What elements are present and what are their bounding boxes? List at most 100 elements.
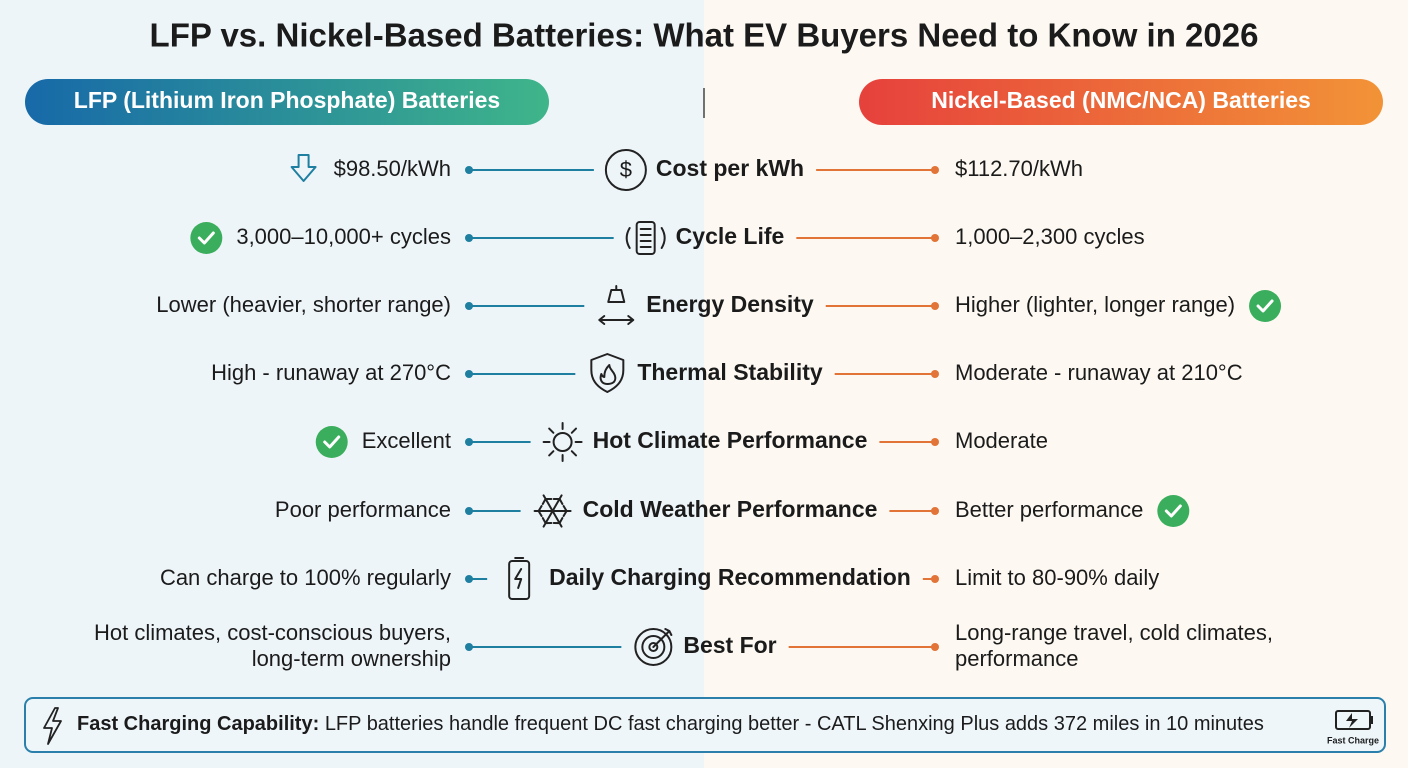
row-icon xyxy=(604,149,647,191)
footer-box xyxy=(24,697,1386,753)
left-dot xyxy=(465,643,473,651)
comparison-row: Hot climates, cost-conscious buyers,long… xyxy=(94,620,1273,671)
check-mark xyxy=(1164,504,1182,518)
left-dot xyxy=(465,507,473,515)
right-background xyxy=(704,0,1408,768)
row-label: Energy Density xyxy=(646,291,814,317)
lightning-icon xyxy=(43,707,62,745)
row-label: Cost per kWh xyxy=(656,155,804,181)
right-value: 1,000–2,300 cycles xyxy=(955,224,1145,249)
left-background xyxy=(0,0,704,768)
battery-tip xyxy=(1370,716,1373,724)
row-icon xyxy=(598,285,635,325)
right-header: Nickel-Based (NMC/NCA) Batteries xyxy=(931,87,1311,113)
left-value: Can charge to 100% regularly xyxy=(160,565,451,590)
comparison-row: 3,000–10,000+ cycles 1,000–2,300 cycles Cy… xyxy=(190,221,1145,255)
right-dot xyxy=(931,166,939,174)
check-mark xyxy=(323,435,341,449)
left-dot xyxy=(465,302,473,310)
check-icon xyxy=(315,426,348,458)
row-label: Best For xyxy=(683,632,776,658)
row-icon xyxy=(570,450,578,457)
right-dot xyxy=(931,438,939,446)
right-dot xyxy=(931,234,939,242)
left-value: Hot climates, cost-conscious buyers, xyxy=(94,620,451,645)
down-arrow-icon xyxy=(290,154,317,182)
left-value: long-term ownership xyxy=(252,646,451,671)
left-dot xyxy=(465,370,473,378)
right-dot xyxy=(931,302,939,310)
comparison-row: Lower (heavier, shorter range) Higher (li… xyxy=(156,285,1282,325)
right-value: performance xyxy=(955,646,1079,671)
footer-text: Fast Charging Capability: LFP batteries … xyxy=(77,713,1264,735)
row-icon xyxy=(548,450,555,457)
right-value: Better performance xyxy=(955,497,1143,522)
check-icon xyxy=(1157,495,1190,527)
row-icon xyxy=(541,510,554,528)
row-icon xyxy=(625,227,666,249)
right-dot xyxy=(931,643,939,651)
fast-charge-badge: Fast Charge xyxy=(1327,710,1379,745)
footer-body: LFP batteries handle frequent DC fast ch… xyxy=(325,713,1264,735)
row-icon: $ xyxy=(620,157,632,182)
comparison-rows: $98.50/kWh $112.70/kWh Cost per kWh $3,000–… xyxy=(94,149,1282,671)
row-icon xyxy=(634,628,673,666)
row-icon xyxy=(652,628,673,648)
right-dot xyxy=(931,575,939,583)
row-icon xyxy=(551,494,564,512)
check-icon xyxy=(190,222,223,254)
row-icon xyxy=(551,505,572,517)
left-dot xyxy=(465,234,473,242)
row-label: Daily Charging Recommendation xyxy=(549,564,911,590)
right-value: Moderate xyxy=(955,428,1048,453)
check-mark xyxy=(197,231,215,245)
left-value: High - runaway at 270°C xyxy=(211,360,451,385)
row-label: Hot Climate Performance xyxy=(593,427,868,453)
row-icon xyxy=(552,432,573,452)
left-header: LFP (Lithium Iron Phosphate) Batteries xyxy=(74,87,500,113)
row-icon xyxy=(514,557,525,589)
comparison-row: Excellent Moderate Hot Climate Performance xyxy=(315,422,1048,462)
row-label: Cycle Life xyxy=(676,223,785,249)
left-value: Excellent xyxy=(362,428,451,453)
right-value: Long-range travel, cold climates, xyxy=(955,620,1273,645)
row-label: Thermal Stability xyxy=(637,359,823,385)
comparison-row: High - runaway at 270°C Moderate - runawa… xyxy=(211,353,1243,393)
left-value: Lower (heavier, shorter range) xyxy=(156,292,451,317)
row-icon xyxy=(635,221,656,255)
right-value: Moderate - runaway at 210°C xyxy=(955,360,1243,385)
row-icon xyxy=(599,364,617,385)
row-icon xyxy=(551,510,564,528)
right-header-pill xyxy=(859,79,1383,125)
comparison-row: Poor performance Better performance Cold W… xyxy=(275,494,1190,528)
comparison-row: Can charge to 100% regularly Limit to 80-… xyxy=(160,557,1159,600)
check-icon xyxy=(1249,290,1282,322)
row-icon xyxy=(541,494,554,512)
footer-label: Fast Charging Capability: xyxy=(77,713,319,735)
title: LFP vs. Nickel-Based Batteries: What EV … xyxy=(150,17,1259,54)
row-icon xyxy=(548,427,555,434)
row-icon xyxy=(641,635,666,659)
right-dot xyxy=(931,370,939,378)
row-icon xyxy=(648,642,659,652)
row-icon xyxy=(590,353,625,393)
left-value: $98.50/kWh xyxy=(334,156,451,181)
row-icon xyxy=(508,560,531,600)
right-value: Limit to 80-90% daily xyxy=(955,565,1159,590)
left-dot xyxy=(465,438,473,446)
right-value: Higher (lighter, longer range) xyxy=(955,292,1235,317)
left-dot xyxy=(465,166,473,174)
right-value: $112.70/kWh xyxy=(955,156,1083,181)
check-mark xyxy=(1256,299,1274,313)
left-header-pill xyxy=(25,79,549,125)
comparison-row: $98.50/kWh $112.70/kWh Cost per kWh $ xyxy=(290,149,1083,191)
right-dot xyxy=(931,507,939,515)
row-label: Cold Weather Performance xyxy=(583,496,878,522)
badge-bolt xyxy=(1346,713,1358,728)
badge-text: Fast Charge xyxy=(1327,735,1379,745)
left-value: Poor performance xyxy=(275,497,451,522)
row-icon xyxy=(570,427,578,434)
left-dot xyxy=(465,575,473,583)
row-icon xyxy=(533,505,554,517)
